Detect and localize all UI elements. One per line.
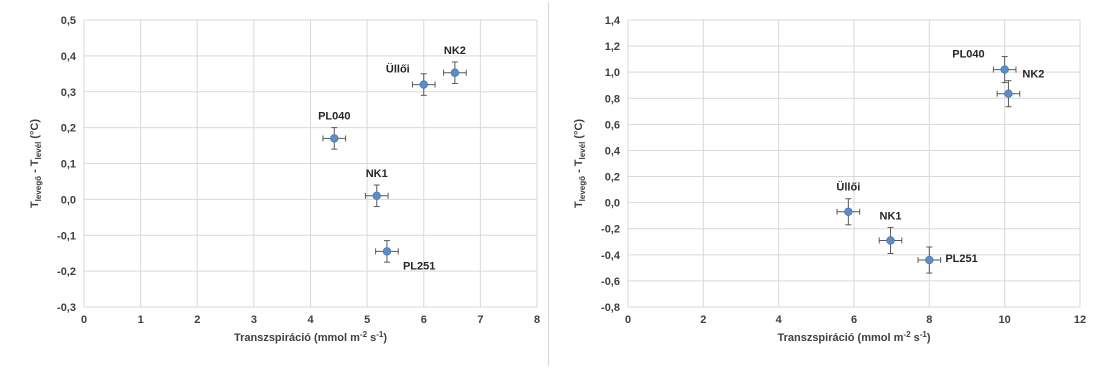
x-axis-title-part: Transzspiráció (mmol m (777, 332, 903, 344)
panel-divider (548, 2, 549, 366)
data-marker (925, 255, 934, 265)
y-tick-label: -0,3 (57, 302, 76, 314)
data-point-nk2: NK2 (996, 69, 1044, 108)
x-tick-label: 2 (700, 314, 706, 326)
data-point-lli: Üllői (386, 63, 436, 96)
x-axis-title-part: s (911, 332, 920, 344)
x-axis-title-part: Transzspiráció (mmol m (234, 332, 360, 344)
point-label: NK2 (1022, 69, 1044, 81)
x-tick-label: 3 (251, 314, 257, 326)
x-axis-title: Transzspiráció (mmol m-2 s-1) (777, 330, 930, 344)
data-marker (419, 80, 428, 89)
x-axis-title: Transzspiráció (mmol m-2 s-1) (234, 330, 387, 344)
y-tick-label: 0,8 (605, 93, 620, 105)
x-tick-label: 5 (364, 314, 370, 326)
y-tick-label: -0,2 (57, 266, 76, 278)
chart-left: 0 1 2 3 4 5 6 7 8 -0,3 -0,2 -0,1 0,0 0,1 0,2 0,3 0,4 0,5 T… (29, 15, 541, 344)
point-label: NK1 (880, 210, 902, 222)
data-marker (1000, 65, 1009, 74)
chart-right-svg: 0 2 4 6 8 10 12 -0,8 -0,6 -0,4 -0,2 0,0 0,2 0,4 0,6 0,8… (573, 15, 1086, 344)
y-tick-label: 0,4 (61, 51, 77, 63)
point-label: NK1 (366, 168, 388, 180)
x-tick-label: 6 (851, 314, 857, 326)
y-tick-label: -0,6 (601, 276, 620, 288)
data-point-pl251: PL251 (375, 240, 435, 272)
data-point-pl040: PL040 (318, 111, 350, 150)
point-label: PL251 (945, 253, 977, 265)
y-tick-label: -0,2 (601, 224, 620, 236)
y-tick-label: 1,0 (605, 67, 620, 79)
y-tick-label: 0,0 (605, 198, 620, 210)
data-point-nk1: NK1 (878, 210, 903, 255)
data-marker (1004, 89, 1013, 98)
data-point-nk1: NK1 (364, 168, 389, 208)
data-point-pl251: PL251 (917, 246, 978, 274)
data-point-pl040: PL040 (952, 49, 1017, 84)
y-axis-title-part: levegő (578, 176, 587, 201)
data-marker (886, 236, 895, 245)
y-tick-label: 0,2 (605, 172, 620, 184)
x-tick-label: 12 (1074, 314, 1086, 326)
y-axis-title: Tlevegő - Tlevél (°C) (29, 119, 43, 208)
x-tick-label: 6 (421, 314, 427, 326)
y-tick-label: -0,8 (601, 302, 620, 314)
chart-left-svg: 0 1 2 3 4 5 6 7 8 -0,3 -0,2 -0,1 0,0 0,1 0,2 0,3 0,4 0,5 T… (29, 15, 540, 344)
y-axis-title-part: T (29, 201, 41, 208)
data-marker (382, 247, 392, 256)
y-axis-title-part: levegő (34, 176, 43, 201)
x-tick-label: 8 (926, 314, 932, 326)
point-label: Üllői (836, 181, 860, 194)
y-axis-title-part: (°C) (29, 119, 41, 142)
x-tick-label: 10 (999, 314, 1011, 326)
y-tick-label: 0,4 (605, 145, 621, 157)
chart-right: 0 2 4 6 8 10 12 -0,8 -0,6 -0,4 -0,2 0,0 0,2 0,4 0,6 0,8… (550, 0, 1093, 369)
point-label: PL040 (952, 49, 984, 61)
y-tick-label: -0,4 (601, 250, 621, 262)
x-tick-label: 2 (194, 314, 200, 326)
data-marker (330, 134, 339, 143)
x-axis-title-part: -1 (920, 330, 928, 339)
y-axis-title-part: (°C) (573, 119, 585, 142)
x-tick-label: 1 (138, 314, 144, 326)
x-axis-title-part: s (367, 332, 376, 344)
y-axis-title-part: T (573, 201, 585, 208)
y-tick-label: 1,2 (605, 41, 620, 53)
x-tick-label: 0 (625, 314, 631, 326)
data-point-lli: Üllői (836, 181, 860, 226)
y-axis-title: Tlevegő - Tlevél (°C) (573, 119, 587, 208)
data-marker (844, 207, 853, 216)
y-tick-label: 1,4 (605, 15, 621, 27)
x-axis-title-part: -2 (360, 330, 368, 339)
y-tick-label: 0,1 (61, 159, 76, 171)
point-label: PL040 (318, 111, 350, 123)
x-tick-label: 8 (534, 314, 540, 326)
x-tick-label: 4 (307, 314, 314, 326)
y-tick-label: 0,3 (61, 87, 76, 99)
x-axis-title-part: -1 (376, 330, 384, 339)
x-tick-label: 7 (477, 314, 483, 326)
y-tick-label: 0,0 (61, 194, 76, 206)
point-label: Üllői (386, 63, 410, 76)
point-label: NK2 (444, 45, 466, 57)
y-axis-title-part: - T (573, 159, 585, 176)
y-axis-title-part: levél (34, 142, 43, 160)
y-axis-title-part: - T (29, 159, 41, 176)
x-axis-title-part: ) (927, 332, 931, 344)
x-tick-label: 4 (776, 314, 783, 326)
data-point-nk2: NK2 (443, 45, 467, 84)
point-label: PL251 (403, 260, 435, 272)
y-tick-label: 0,5 (61, 15, 76, 27)
y-axis-title-part: levél (578, 142, 587, 160)
y-tick-label: 0,2 (61, 123, 76, 135)
y-tick-label: -0,1 (57, 230, 76, 242)
x-axis-title-part: ) (383, 332, 387, 344)
data-marker (372, 191, 381, 200)
y-tick-label: 0,6 (605, 119, 620, 131)
x-tick-label: 0 (81, 314, 87, 326)
data-marker (450, 68, 460, 77)
x-axis-title-part: -2 (903, 330, 911, 339)
